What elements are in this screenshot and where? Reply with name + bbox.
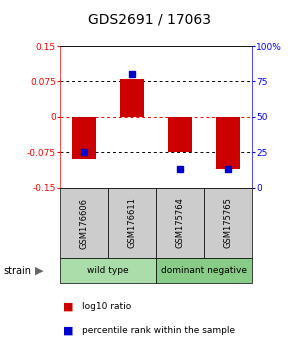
Bar	[216, 117, 240, 169]
Bar	[60, 258, 156, 283]
Text: GSM176611: GSM176611	[128, 198, 136, 249]
Bar	[120, 79, 144, 117]
Text: ■: ■	[63, 326, 74, 336]
Bar	[60, 188, 108, 258]
Text: log10 ratio: log10 ratio	[82, 302, 132, 311]
Text: ■: ■	[63, 301, 74, 311]
Text: wild type: wild type	[87, 266, 129, 275]
Bar	[72, 117, 96, 159]
Bar	[168, 117, 192, 152]
Bar	[204, 188, 252, 258]
Text: ▶: ▶	[35, 266, 43, 276]
Text: percentile rank within the sample: percentile rank within the sample	[82, 326, 236, 336]
Text: GSM175764: GSM175764	[176, 198, 184, 249]
Bar	[108, 188, 156, 258]
Text: GSM175765: GSM175765	[224, 198, 232, 249]
Text: strain: strain	[3, 266, 31, 276]
Text: dominant negative: dominant negative	[161, 266, 247, 275]
Text: GSM176606: GSM176606	[80, 198, 88, 249]
Bar	[156, 188, 204, 258]
Text: GDS2691 / 17063: GDS2691 / 17063	[88, 12, 212, 27]
Bar	[156, 258, 252, 283]
